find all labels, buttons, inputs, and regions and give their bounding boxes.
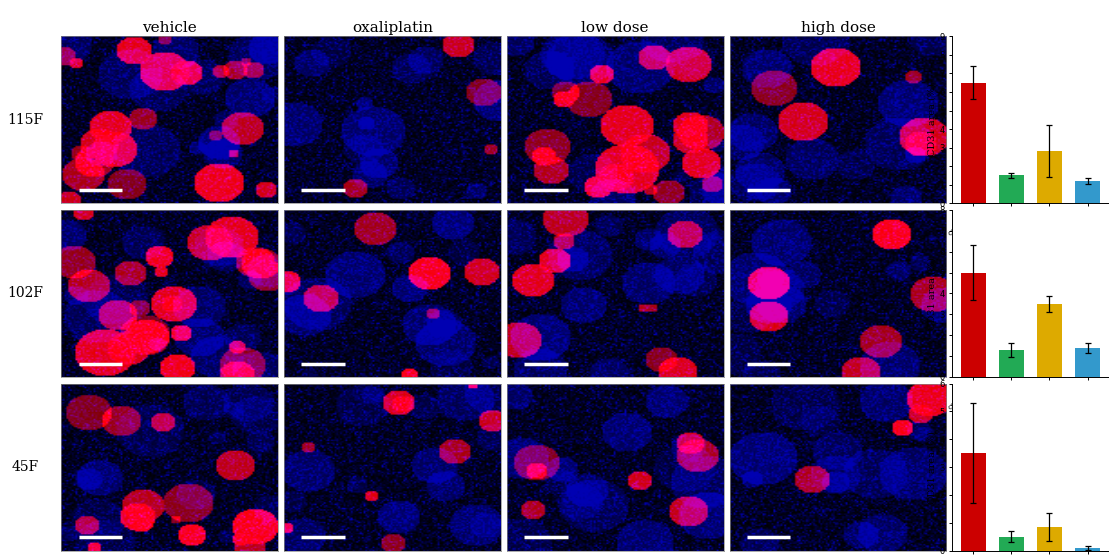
Bar — [1075, 181, 1100, 203]
Title: oxaliplatin: oxaliplatin — [352, 21, 433, 35]
Bar — [961, 273, 986, 377]
Bar — [1075, 548, 1100, 551]
Y-axis label: CD31 area (%): CD31 area (%) — [928, 83, 937, 157]
Title: high dose: high dose — [801, 21, 876, 35]
Bar — [961, 453, 986, 551]
Y-axis label: CD31 area (%): CD31 area (%) — [928, 257, 937, 330]
Title: vehicle: vehicle — [143, 21, 197, 35]
Bar — [999, 176, 1024, 203]
Bar — [961, 83, 986, 203]
Title: low dose: low dose — [582, 21, 649, 35]
Y-axis label: 115F: 115F — [7, 113, 43, 127]
Bar — [999, 350, 1024, 377]
Y-axis label: 102F: 102F — [7, 286, 43, 301]
Bar — [1037, 304, 1062, 377]
Y-axis label: 45F: 45F — [11, 460, 39, 474]
Bar — [1037, 151, 1062, 203]
Bar — [999, 537, 1024, 551]
Bar — [1037, 527, 1062, 551]
Y-axis label: CD31 area (%): CD31 area (%) — [928, 430, 937, 504]
Bar — [1075, 348, 1100, 377]
